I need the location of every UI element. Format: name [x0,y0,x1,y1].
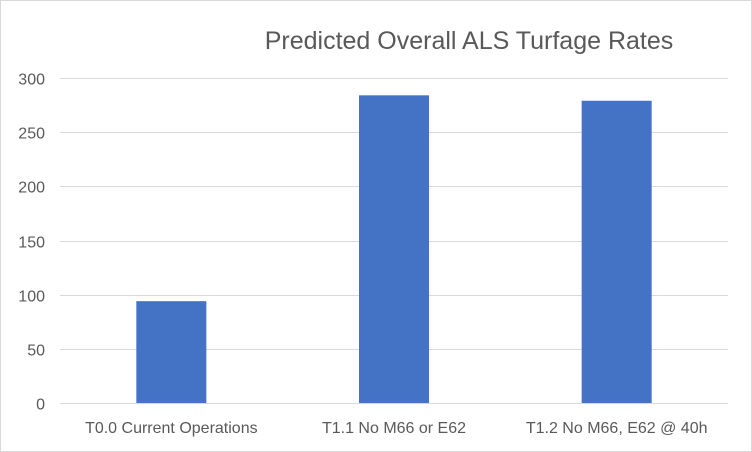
y-tick-label: 0 [36,397,45,414]
x-category-label: T0.0 Current Operations [85,420,258,437]
y-tick-label: 100 [18,289,45,306]
chart-title: Predicted Overall ALS Turfage Rates [264,27,674,55]
bars [136,95,652,403]
x-axis-tick-labels: T0.0 Current Operations T1.1 No M66 or E6… [85,420,707,437]
bar-2 [359,95,429,403]
bar-1 [136,301,207,403]
bar-3 [581,100,652,403]
y-tick-label: 250 [18,126,45,143]
y-tick-label: 50 [27,343,45,360]
x-category-label: T1.1 No M66 or E62 [322,420,466,437]
y-tick-label: 200 [18,180,45,197]
x-category-label: T1.2 No M66, E62 @ 40h [526,420,708,437]
y-tick-label: 150 [18,235,45,252]
y-tick-label: 300 [18,72,45,89]
y-axis-tick-labels: 0 50 100 150 200 250 300 [18,72,45,414]
